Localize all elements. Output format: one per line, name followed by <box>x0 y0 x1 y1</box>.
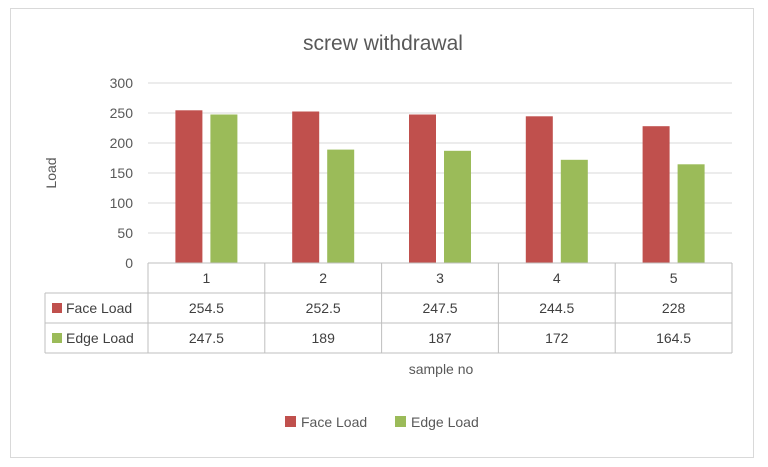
x-tick-label: 5 <box>670 270 678 286</box>
data-label: 164.5 <box>656 330 691 346</box>
bar-edge-load-5 <box>677 164 705 263</box>
table-legend-key <box>52 303 62 313</box>
y-axis-title: Load <box>43 157 59 188</box>
data-label: 254.5 <box>189 300 224 316</box>
x-tick-label: 1 <box>203 270 211 286</box>
data-label: 247.5 <box>189 330 224 346</box>
data-label: 244.5 <box>539 300 574 316</box>
x-tick-label: 2 <box>319 270 327 286</box>
bars <box>175 110 705 263</box>
bar-edge-load-2 <box>327 149 355 263</box>
bar-edge-load-3 <box>444 150 471 263</box>
y-tick-label: 150 <box>110 165 134 181</box>
legend-key <box>395 416 406 427</box>
legend-key <box>285 416 296 427</box>
bar-face-load-3 <box>409 114 436 263</box>
legend: Face Load Edge Load <box>285 414 479 430</box>
data-label: 228 <box>662 300 686 316</box>
data-label: 247.5 <box>422 300 457 316</box>
y-tick-label: 250 <box>110 105 134 121</box>
x-tick-label: 4 <box>553 270 561 286</box>
data-label: 187 <box>428 330 452 346</box>
table-series-label: Edge Load <box>66 330 134 346</box>
legend-label: Face Load <box>301 414 367 430</box>
table-series-label: Face Load <box>66 300 132 316</box>
y-tick-label: 0 <box>125 255 133 271</box>
x-axis-title: sample no <box>409 361 474 377</box>
data-label: 252.5 <box>306 300 341 316</box>
y-axis-ticks: 0 50 100 150 200 250 300 <box>110 75 134 271</box>
data-label: 172 <box>545 330 569 346</box>
y-tick-label: 50 <box>117 225 133 241</box>
bar-edge-load-1 <box>210 114 238 263</box>
x-tick-label: 3 <box>436 270 444 286</box>
legend-label: Edge Load <box>411 414 479 430</box>
y-tick-label: 200 <box>110 135 134 151</box>
bar-face-load-2 <box>292 111 320 263</box>
y-tick-label: 100 <box>110 195 134 211</box>
data-label: 189 <box>312 330 336 346</box>
bar-face-load-1 <box>175 110 203 263</box>
chart-title: screw withdrawal <box>303 32 463 55</box>
bar-face-load-4 <box>525 116 553 263</box>
data-table: 1 2 3 4 5 Face Load 254.5 252.5 247.5 244.5 228 Edg… <box>44 262 733 354</box>
table-legend-key <box>52 333 62 343</box>
bar-edge-load-4 <box>560 159 588 263</box>
bar-face-load-5 <box>642 126 670 263</box>
y-tick-label: 300 <box>110 75 134 91</box>
